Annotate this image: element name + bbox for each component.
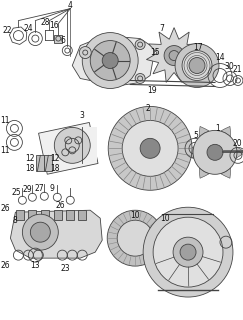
- Polygon shape: [221, 126, 231, 137]
- Text: 25: 25: [12, 188, 21, 197]
- Text: 7: 7: [160, 24, 165, 33]
- Text: 12: 12: [26, 154, 35, 163]
- Polygon shape: [236, 147, 243, 158]
- Circle shape: [207, 144, 223, 160]
- Text: 6: 6: [61, 36, 66, 45]
- Text: 18: 18: [26, 164, 35, 173]
- Polygon shape: [147, 28, 202, 82]
- Circle shape: [143, 207, 233, 297]
- Polygon shape: [10, 210, 102, 258]
- Circle shape: [135, 74, 145, 84]
- Circle shape: [54, 127, 90, 163]
- FancyBboxPatch shape: [16, 210, 24, 220]
- Text: 19: 19: [147, 86, 157, 95]
- Text: 20: 20: [232, 139, 242, 148]
- Text: 15: 15: [150, 48, 160, 57]
- Polygon shape: [221, 168, 231, 178]
- Text: 22: 22: [3, 26, 12, 35]
- Circle shape: [117, 220, 153, 256]
- FancyBboxPatch shape: [78, 210, 86, 220]
- Circle shape: [90, 41, 130, 81]
- Circle shape: [175, 44, 219, 87]
- FancyBboxPatch shape: [44, 155, 52, 171]
- Text: 24: 24: [24, 24, 33, 33]
- Text: 1: 1: [216, 124, 220, 133]
- Text: 26: 26: [55, 201, 65, 210]
- Text: 30: 30: [224, 62, 234, 71]
- Text: 12: 12: [51, 154, 60, 163]
- Text: 16: 16: [50, 21, 59, 30]
- Text: 14: 14: [215, 53, 225, 62]
- Circle shape: [189, 58, 205, 74]
- Text: 17: 17: [193, 43, 203, 52]
- Circle shape: [22, 214, 58, 250]
- Text: 28: 28: [41, 18, 50, 27]
- Text: 18: 18: [51, 164, 60, 173]
- Text: 2: 2: [146, 104, 150, 113]
- Circle shape: [153, 217, 223, 287]
- Text: 27: 27: [35, 184, 44, 193]
- Polygon shape: [39, 123, 98, 174]
- Text: 11: 11: [1, 146, 10, 155]
- Text: 29: 29: [23, 185, 32, 194]
- Text: 9: 9: [50, 184, 55, 193]
- Circle shape: [108, 107, 192, 190]
- Circle shape: [140, 138, 160, 158]
- Text: 21: 21: [232, 65, 242, 74]
- Circle shape: [122, 120, 178, 176]
- Circle shape: [180, 244, 196, 260]
- Text: 10: 10: [160, 214, 170, 223]
- Text: 5: 5: [194, 131, 199, 140]
- Circle shape: [79, 46, 91, 59]
- Circle shape: [82, 33, 138, 88]
- Circle shape: [182, 51, 212, 81]
- Circle shape: [30, 222, 50, 242]
- FancyBboxPatch shape: [54, 35, 62, 43]
- Circle shape: [107, 210, 163, 266]
- Circle shape: [193, 130, 237, 174]
- Text: 4: 4: [68, 1, 73, 10]
- Circle shape: [135, 40, 145, 50]
- FancyBboxPatch shape: [36, 155, 44, 171]
- FancyBboxPatch shape: [41, 210, 49, 220]
- Text: 8: 8: [12, 216, 17, 225]
- Polygon shape: [200, 168, 209, 178]
- Text: 26: 26: [0, 204, 10, 213]
- FancyBboxPatch shape: [28, 210, 36, 220]
- Text: 23: 23: [61, 264, 70, 273]
- Circle shape: [173, 237, 203, 267]
- FancyBboxPatch shape: [66, 210, 74, 220]
- Text: 13: 13: [31, 260, 40, 270]
- Text: 11: 11: [1, 116, 10, 125]
- Circle shape: [164, 45, 184, 66]
- Polygon shape: [185, 147, 194, 158]
- Polygon shape: [82, 127, 97, 163]
- Circle shape: [102, 52, 118, 68]
- Polygon shape: [72, 36, 155, 85]
- Text: 26: 26: [0, 260, 10, 270]
- Polygon shape: [200, 126, 209, 137]
- Text: 10: 10: [130, 211, 140, 220]
- Text: 3: 3: [80, 111, 85, 120]
- FancyBboxPatch shape: [54, 210, 62, 220]
